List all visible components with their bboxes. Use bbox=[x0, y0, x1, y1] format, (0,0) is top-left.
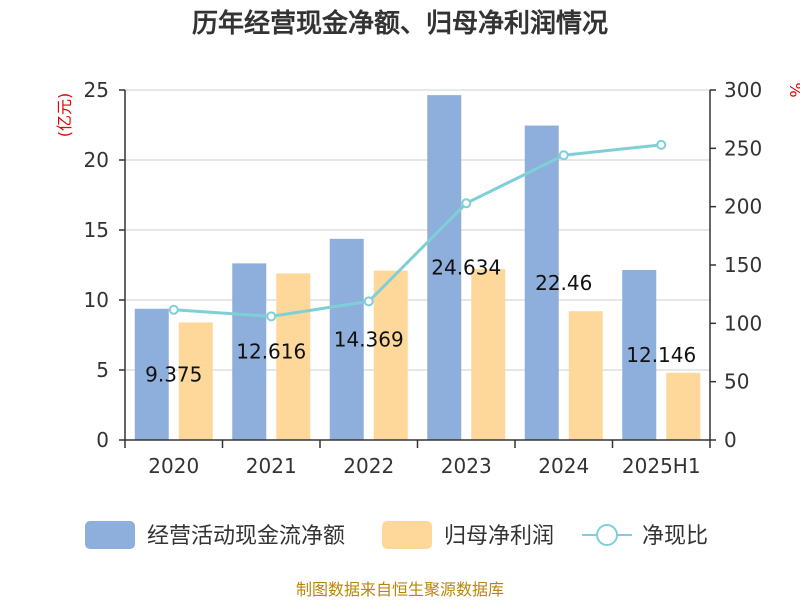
legend-swatch bbox=[85, 521, 135, 549]
data-label: 12.616 bbox=[236, 340, 306, 364]
data-label: 9.375 bbox=[145, 362, 202, 386]
y-right-tick-label: 0 bbox=[724, 428, 737, 452]
bar-netprofit bbox=[666, 372, 701, 440]
x-tick-label: 2022 bbox=[343, 454, 394, 478]
bar-cashflow bbox=[232, 263, 267, 440]
bars bbox=[134, 95, 701, 441]
ratio-point bbox=[461, 198, 472, 209]
ratio-point bbox=[558, 150, 569, 161]
legend-label: 净现比 bbox=[642, 524, 708, 549]
data-label: 24.634 bbox=[431, 256, 501, 280]
ratio-point bbox=[168, 304, 179, 315]
ratio-point bbox=[656, 139, 667, 150]
gridlines bbox=[125, 89, 710, 371]
chart-title: 历年经营现金净额、归母净利润情况 bbox=[192, 8, 608, 39]
y-left-tick-label: 15 bbox=[84, 218, 109, 242]
bar-cashflow bbox=[427, 95, 462, 441]
bar-netprofit bbox=[373, 270, 408, 440]
source-note: 制图数据来自恒生聚源数据库 bbox=[296, 580, 504, 599]
ratio-point bbox=[363, 296, 374, 307]
bar-netprofit bbox=[471, 269, 506, 440]
legend-swatch bbox=[382, 521, 432, 549]
x-tick-label: 2023 bbox=[441, 454, 492, 478]
x-tick-label: 2020 bbox=[148, 454, 199, 478]
data-labels: 9.375 12.616 14.369 24.634 22.46 12.146 bbox=[145, 256, 696, 387]
x-tick-label: 2021 bbox=[246, 454, 297, 478]
x-tick-label: 2024 bbox=[538, 454, 589, 478]
left-axis-unit: (亿元) bbox=[55, 93, 74, 138]
y-right-tick-label: 300 bbox=[724, 78, 762, 102]
bar-netprofit bbox=[178, 322, 213, 440]
legend-marker bbox=[596, 524, 618, 546]
bar-cashflow bbox=[134, 308, 169, 440]
data-label: 22.46 bbox=[535, 271, 592, 295]
legend-label: 归母净利润 bbox=[444, 524, 554, 549]
ratio-point bbox=[266, 311, 277, 322]
y-right-tick-label: 100 bbox=[724, 311, 762, 335]
legend-label: 经营活动现金流净额 bbox=[147, 524, 345, 549]
bar-cashflow bbox=[329, 238, 364, 440]
bar-cashflow bbox=[524, 125, 559, 440]
y-right-tick-label: 250 bbox=[724, 136, 762, 160]
right-axis-unit: % bbox=[786, 82, 800, 97]
y-left-tick-label: 10 bbox=[84, 288, 109, 312]
y-right-tick-label: 50 bbox=[724, 370, 749, 394]
y-left-tick-label: 0 bbox=[96, 428, 109, 452]
ratio-line bbox=[168, 139, 667, 322]
y-left-tick-label: 5 bbox=[96, 358, 109, 382]
data-label: 14.369 bbox=[334, 327, 404, 351]
y-right-tick-label: 200 bbox=[724, 195, 762, 219]
legend: 经营活动现金流净额 归母净利润 净现比 bbox=[85, 521, 708, 549]
bar-cashflow bbox=[622, 269, 657, 440]
bar-netprofit bbox=[276, 273, 311, 440]
y-left-tick-label: 20 bbox=[84, 148, 109, 172]
data-label: 12.146 bbox=[626, 343, 696, 367]
bar-netprofit bbox=[568, 311, 603, 440]
y-left-tick-label: 25 bbox=[84, 78, 109, 102]
ratio-line-path bbox=[173, 143, 662, 318]
x-tick-label: 2025H1 bbox=[622, 454, 701, 478]
y-right-tick-label: 150 bbox=[724, 253, 762, 277]
